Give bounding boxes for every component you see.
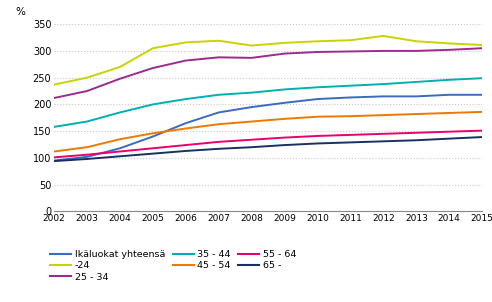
- Text: %: %: [16, 7, 26, 17]
- Legend: Ikäluokat yhteensä, -24, 25 - 34, 35 - 44, 45 - 54, 55 - 64, 65 -: Ikäluokat yhteensä, -24, 25 - 34, 35 - 4…: [50, 250, 296, 281]
